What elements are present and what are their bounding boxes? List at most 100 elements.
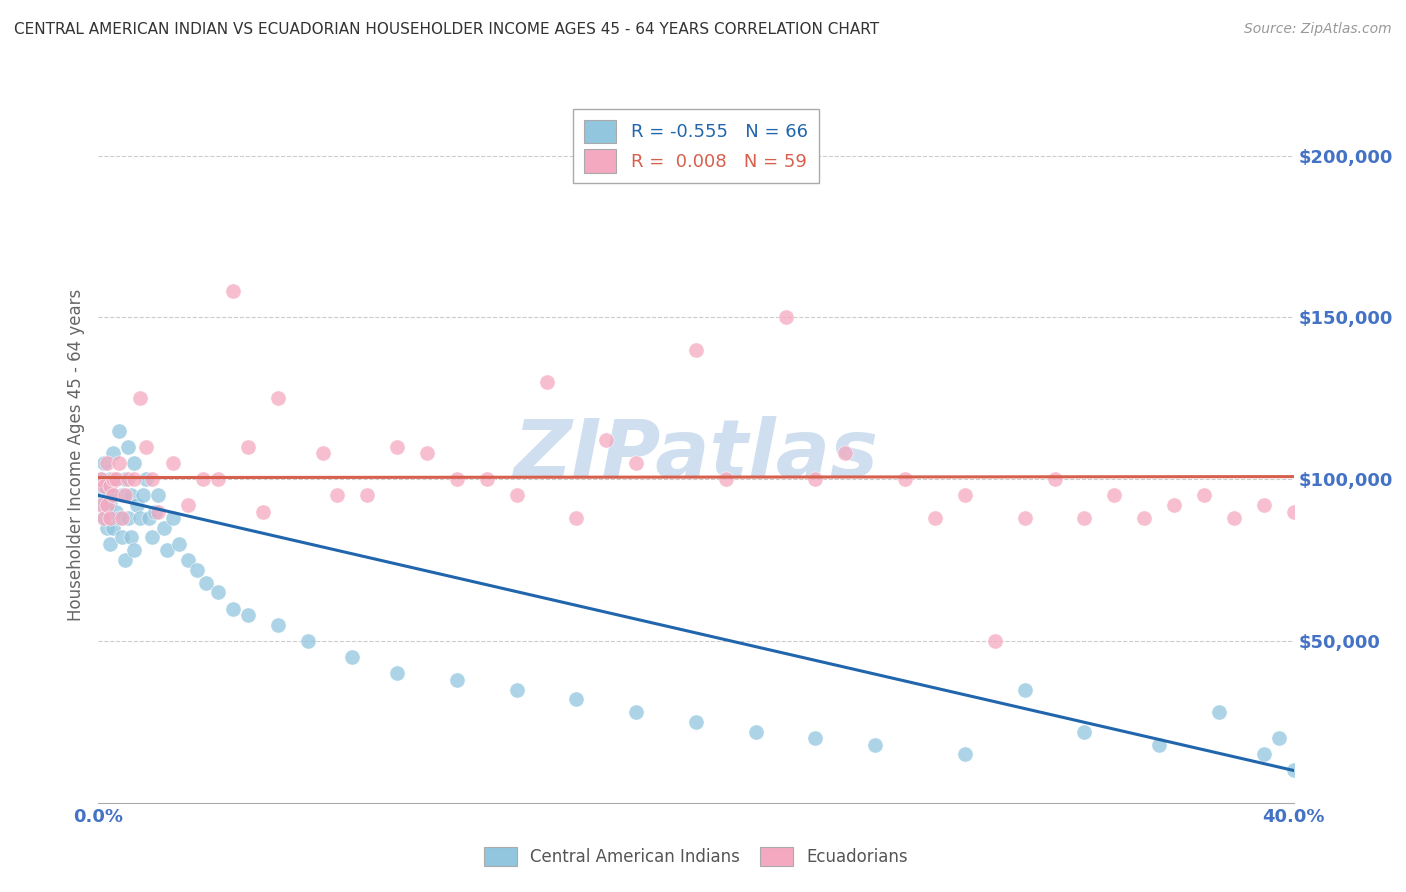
Point (103, 521, 125, 535)
Point (153, 521, 176, 535)
Point (385, 666, 409, 681)
Point (446, 673, 468, 687)
Point (111, 531, 134, 545)
Point (1282, 764, 1305, 778)
Point (93, 498, 115, 512)
Point (1014, 682, 1036, 697)
Point (127, 498, 149, 512)
Point (236, 440, 259, 454)
Point (98, 537, 122, 551)
Point (595, 434, 617, 448)
Point (135, 472, 157, 486)
Point (236, 608, 259, 623)
Legend: Central American Indians, Ecuadorians: Central American Indians, Ecuadorians (475, 838, 917, 874)
Point (117, 472, 139, 486)
Point (506, 682, 529, 697)
Point (186, 563, 208, 577)
Point (129, 392, 152, 406)
Point (775, 310, 797, 325)
Point (983, 634, 1005, 648)
Point (834, 446, 856, 460)
Point (90, 488, 112, 502)
Point (124, 543, 146, 558)
Point (924, 511, 946, 525)
Point (117, 440, 139, 454)
Point (90, 472, 112, 486)
Point (117, 511, 139, 525)
Point (565, 692, 588, 706)
Point (1253, 747, 1275, 762)
Point (90, 498, 112, 512)
Point (105, 504, 128, 518)
Point (1104, 488, 1126, 502)
Point (194, 575, 218, 590)
Point (252, 504, 274, 518)
Point (222, 601, 245, 615)
Point (446, 472, 468, 486)
Point (90, 472, 112, 486)
Point (1223, 511, 1246, 525)
Point (311, 446, 333, 460)
Point (385, 440, 409, 454)
Point (120, 531, 142, 545)
Point (96, 456, 118, 470)
Y-axis label: Householder Income Ages 45 - 64 years: Householder Income Ages 45 - 64 years (66, 289, 84, 621)
Point (177, 498, 200, 512)
Point (114, 488, 136, 502)
Point (132, 488, 155, 502)
Point (865, 738, 887, 752)
Point (105, 472, 128, 486)
Point (156, 543, 179, 558)
Point (148, 488, 170, 502)
Point (565, 511, 588, 525)
Point (96, 498, 118, 512)
Point (167, 537, 190, 551)
Point (108, 424, 131, 438)
Point (1192, 488, 1215, 502)
Point (1282, 504, 1305, 518)
Point (98, 495, 122, 509)
Point (129, 511, 152, 525)
Point (1133, 511, 1156, 525)
Point (96, 521, 118, 535)
Point (177, 553, 200, 567)
Point (685, 714, 707, 729)
Point (108, 456, 131, 470)
Point (1208, 705, 1230, 719)
Point (1073, 511, 1095, 525)
Point (1043, 472, 1066, 486)
Point (207, 585, 229, 599)
Point (93, 511, 115, 525)
Text: CENTRAL AMERICAN INDIAN VS ECUADORIAN HOUSEHOLDER INCOME AGES 45 - 64 YEARS CORR: CENTRAL AMERICAN INDIAN VS ECUADORIAN HO… (14, 22, 879, 37)
Point (93, 511, 115, 525)
Point (222, 285, 245, 299)
Point (894, 472, 917, 486)
Point (804, 472, 827, 486)
Point (1163, 498, 1185, 512)
Point (342, 650, 364, 665)
Point (96, 504, 118, 518)
Point (267, 392, 290, 406)
Point (103, 472, 125, 486)
Point (138, 511, 160, 525)
Point (714, 472, 737, 486)
Point (114, 553, 136, 567)
Point (506, 488, 529, 502)
Point (148, 504, 170, 518)
Point (475, 472, 498, 486)
Point (114, 472, 136, 486)
Point (745, 724, 768, 739)
Point (162, 511, 184, 525)
Point (111, 511, 134, 525)
Point (1014, 511, 1036, 525)
Point (1147, 738, 1170, 752)
Point (141, 531, 163, 545)
Point (804, 731, 827, 745)
Point (1267, 731, 1289, 745)
Point (120, 488, 142, 502)
Point (162, 456, 184, 470)
Point (105, 472, 128, 486)
Point (141, 472, 163, 486)
Point (108, 511, 131, 525)
Point (297, 634, 319, 648)
